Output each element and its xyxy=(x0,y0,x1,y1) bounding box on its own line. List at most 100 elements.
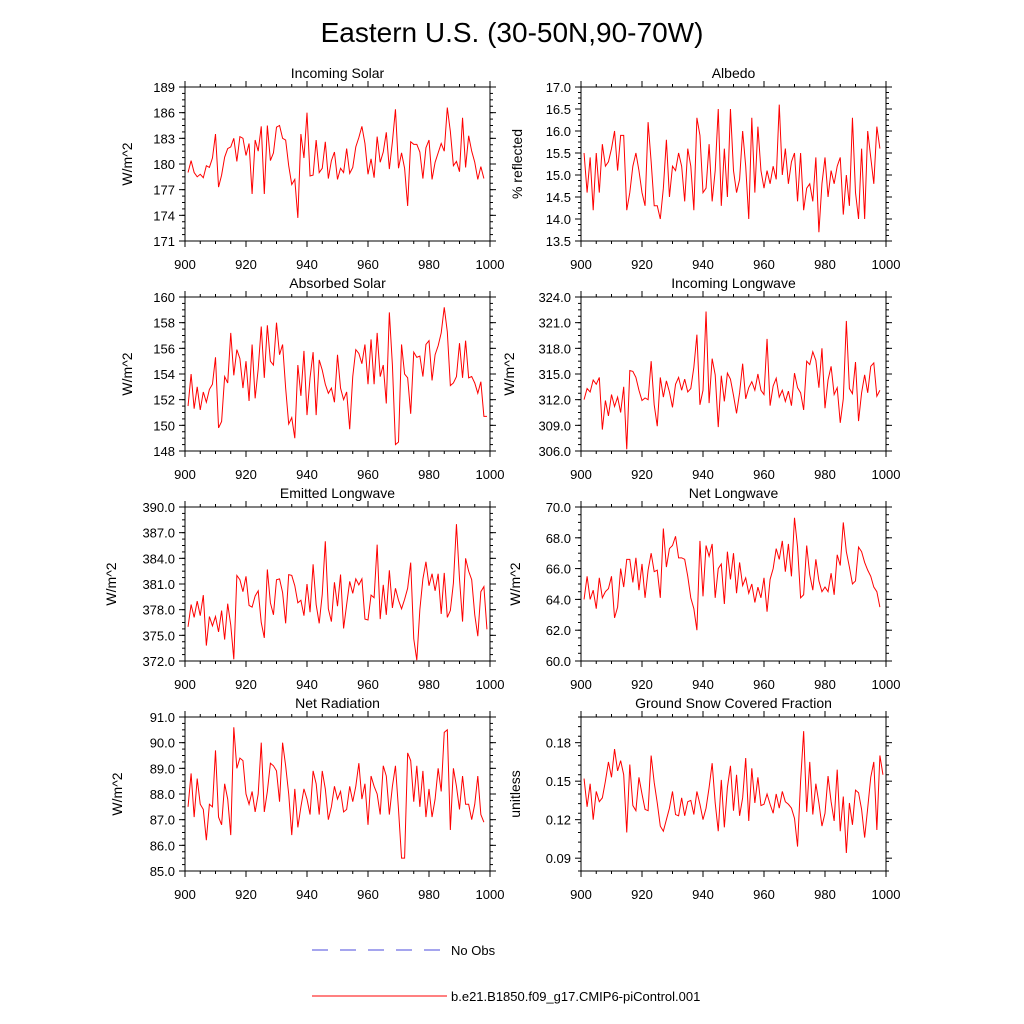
y-tick-label: 152 xyxy=(153,393,175,408)
y-tick-label: 88.0 xyxy=(150,787,175,802)
x-tick-label: 920 xyxy=(235,677,257,692)
y-tick-label: 70.0 xyxy=(546,500,571,515)
y-tick-label: 324.0 xyxy=(538,290,571,305)
panel-emitted-longwave: Emitted Longwave 900 920 940 960 980 1000 372.0… xyxy=(103,485,504,692)
y-tick-label: 17.0 xyxy=(546,80,571,95)
x-tick-label: 1000 xyxy=(872,677,901,692)
x-tick-label: 920 xyxy=(235,257,257,272)
legend: No Obs b.e21.B1850.f09_g17.CMIP6-piContr… xyxy=(312,943,700,1004)
y-axis-label: W/m^2 xyxy=(501,352,517,395)
series-line xyxy=(583,517,881,631)
x-tick-label: 900 xyxy=(174,677,196,692)
series-line xyxy=(187,727,485,859)
x-tick-label: 900 xyxy=(174,467,196,482)
x-tick-label: 1000 xyxy=(476,677,505,692)
y-tick-label: 0.12 xyxy=(546,813,571,828)
plot-frame xyxy=(184,506,491,662)
y-tick-label: 372.0 xyxy=(142,654,175,669)
x-tick-label: 900 xyxy=(174,257,196,272)
x-tick-label: 1000 xyxy=(476,257,505,272)
x-tick-label: 1000 xyxy=(476,467,505,482)
plot-frame xyxy=(580,716,887,872)
x-tick-label: 960 xyxy=(357,677,379,692)
x-tick-label: 940 xyxy=(296,887,318,902)
x-tick-label: 960 xyxy=(753,467,775,482)
series-line xyxy=(187,307,487,446)
x-tick-label: 960 xyxy=(357,887,379,902)
y-tick-label: 174 xyxy=(153,208,175,223)
y-tick-label: 89.0 xyxy=(150,761,175,776)
x-tick-label: 1000 xyxy=(872,257,901,272)
y-axis-label: W/m^2 xyxy=(507,562,523,605)
x-tick-label: 980 xyxy=(814,467,836,482)
y-tick-label: 15.0 xyxy=(546,168,571,183)
y-axis-label: W/m^2 xyxy=(119,142,135,185)
y-tick-label: 375.0 xyxy=(142,628,175,643)
y-axis-label: W/m^2 xyxy=(103,562,119,605)
y-tick-label: 318.0 xyxy=(538,341,571,356)
y-tick-label: 177 xyxy=(153,183,175,198)
x-tick-label: 1000 xyxy=(872,467,901,482)
y-tick-label: 60.0 xyxy=(546,654,571,669)
y-tick-label: 321.0 xyxy=(538,316,571,331)
y-tick-label: 14.0 xyxy=(546,212,571,227)
y-tick-label: 91.0 xyxy=(150,710,175,725)
x-tick-label: 940 xyxy=(296,677,318,692)
panel-incoming-solar: Incoming Solar 900 920 940 960 980 1000 171 174 1… xyxy=(119,65,504,272)
panel-title: Absorbed Solar xyxy=(289,275,386,291)
x-tick-label: 920 xyxy=(631,467,653,482)
y-tick-label: 66.0 xyxy=(546,562,571,577)
plot-frame xyxy=(580,506,887,662)
panel-title: Incoming Solar xyxy=(291,65,385,81)
y-tick-label: 390.0 xyxy=(142,500,175,515)
panel-title: Net Longwave xyxy=(689,485,779,501)
plot-frame xyxy=(184,86,491,242)
y-axis-label: W/m^2 xyxy=(109,772,125,815)
plot-frame xyxy=(184,296,491,452)
y-tick-label: 0.09 xyxy=(546,851,571,866)
y-tick-label: 378.0 xyxy=(142,603,175,618)
x-tick-label: 980 xyxy=(418,257,440,272)
series-line xyxy=(187,524,488,661)
x-tick-label: 980 xyxy=(814,887,836,902)
y-tick-label: 186 xyxy=(153,106,175,121)
y-tick-label: 68.0 xyxy=(546,531,571,546)
panel-net-radiation: Net Radiation 900 920 940 960 980 1000 85.0 86.0… xyxy=(109,695,504,902)
y-tick-label: 306.0 xyxy=(538,444,571,459)
x-tick-label: 900 xyxy=(570,677,592,692)
y-tick-label: 387.0 xyxy=(142,526,175,541)
x-tick-label: 900 xyxy=(174,887,196,902)
x-tick-label: 980 xyxy=(814,257,836,272)
x-tick-label: 940 xyxy=(296,467,318,482)
x-tick-label: 920 xyxy=(235,887,257,902)
y-axis-label: % reflected xyxy=(509,129,525,199)
x-tick-label: 960 xyxy=(753,887,775,902)
y-tick-label: 309.0 xyxy=(538,418,571,433)
y-tick-label: 180 xyxy=(153,157,175,172)
y-tick-label: 150 xyxy=(153,418,175,433)
x-tick-label: 960 xyxy=(753,257,775,272)
x-tick-label: 920 xyxy=(631,257,653,272)
x-tick-label: 940 xyxy=(692,467,714,482)
y-tick-label: 64.0 xyxy=(546,592,571,607)
y-axis-label: unitless xyxy=(507,770,523,817)
x-tick-label: 980 xyxy=(418,467,440,482)
y-tick-label: 312.0 xyxy=(538,393,571,408)
x-tick-label: 960 xyxy=(357,467,379,482)
series-line xyxy=(583,311,881,450)
x-tick-label: 940 xyxy=(692,677,714,692)
panel-ground-snow-covered-fraction: Ground Snow Covered Fraction 900 920 940 960… xyxy=(507,695,900,902)
plot-frame xyxy=(580,296,887,452)
x-tick-label: 960 xyxy=(357,257,379,272)
panel-title: Albedo xyxy=(712,65,756,81)
x-tick-label: 1000 xyxy=(476,887,505,902)
y-tick-label: 154 xyxy=(153,367,175,382)
x-tick-label: 1000 xyxy=(872,887,901,902)
y-tick-label: 85.0 xyxy=(150,864,175,879)
y-tick-label: 148 xyxy=(153,444,175,459)
y-tick-label: 14.5 xyxy=(546,190,571,205)
panel-absorbed-solar: Absorbed Solar 900 920 940 960 980 1000 148 150 1… xyxy=(119,275,504,482)
x-tick-label: 900 xyxy=(570,257,592,272)
y-tick-label: 16.0 xyxy=(546,124,571,139)
panel-title: Ground Snow Covered Fraction xyxy=(635,695,832,711)
